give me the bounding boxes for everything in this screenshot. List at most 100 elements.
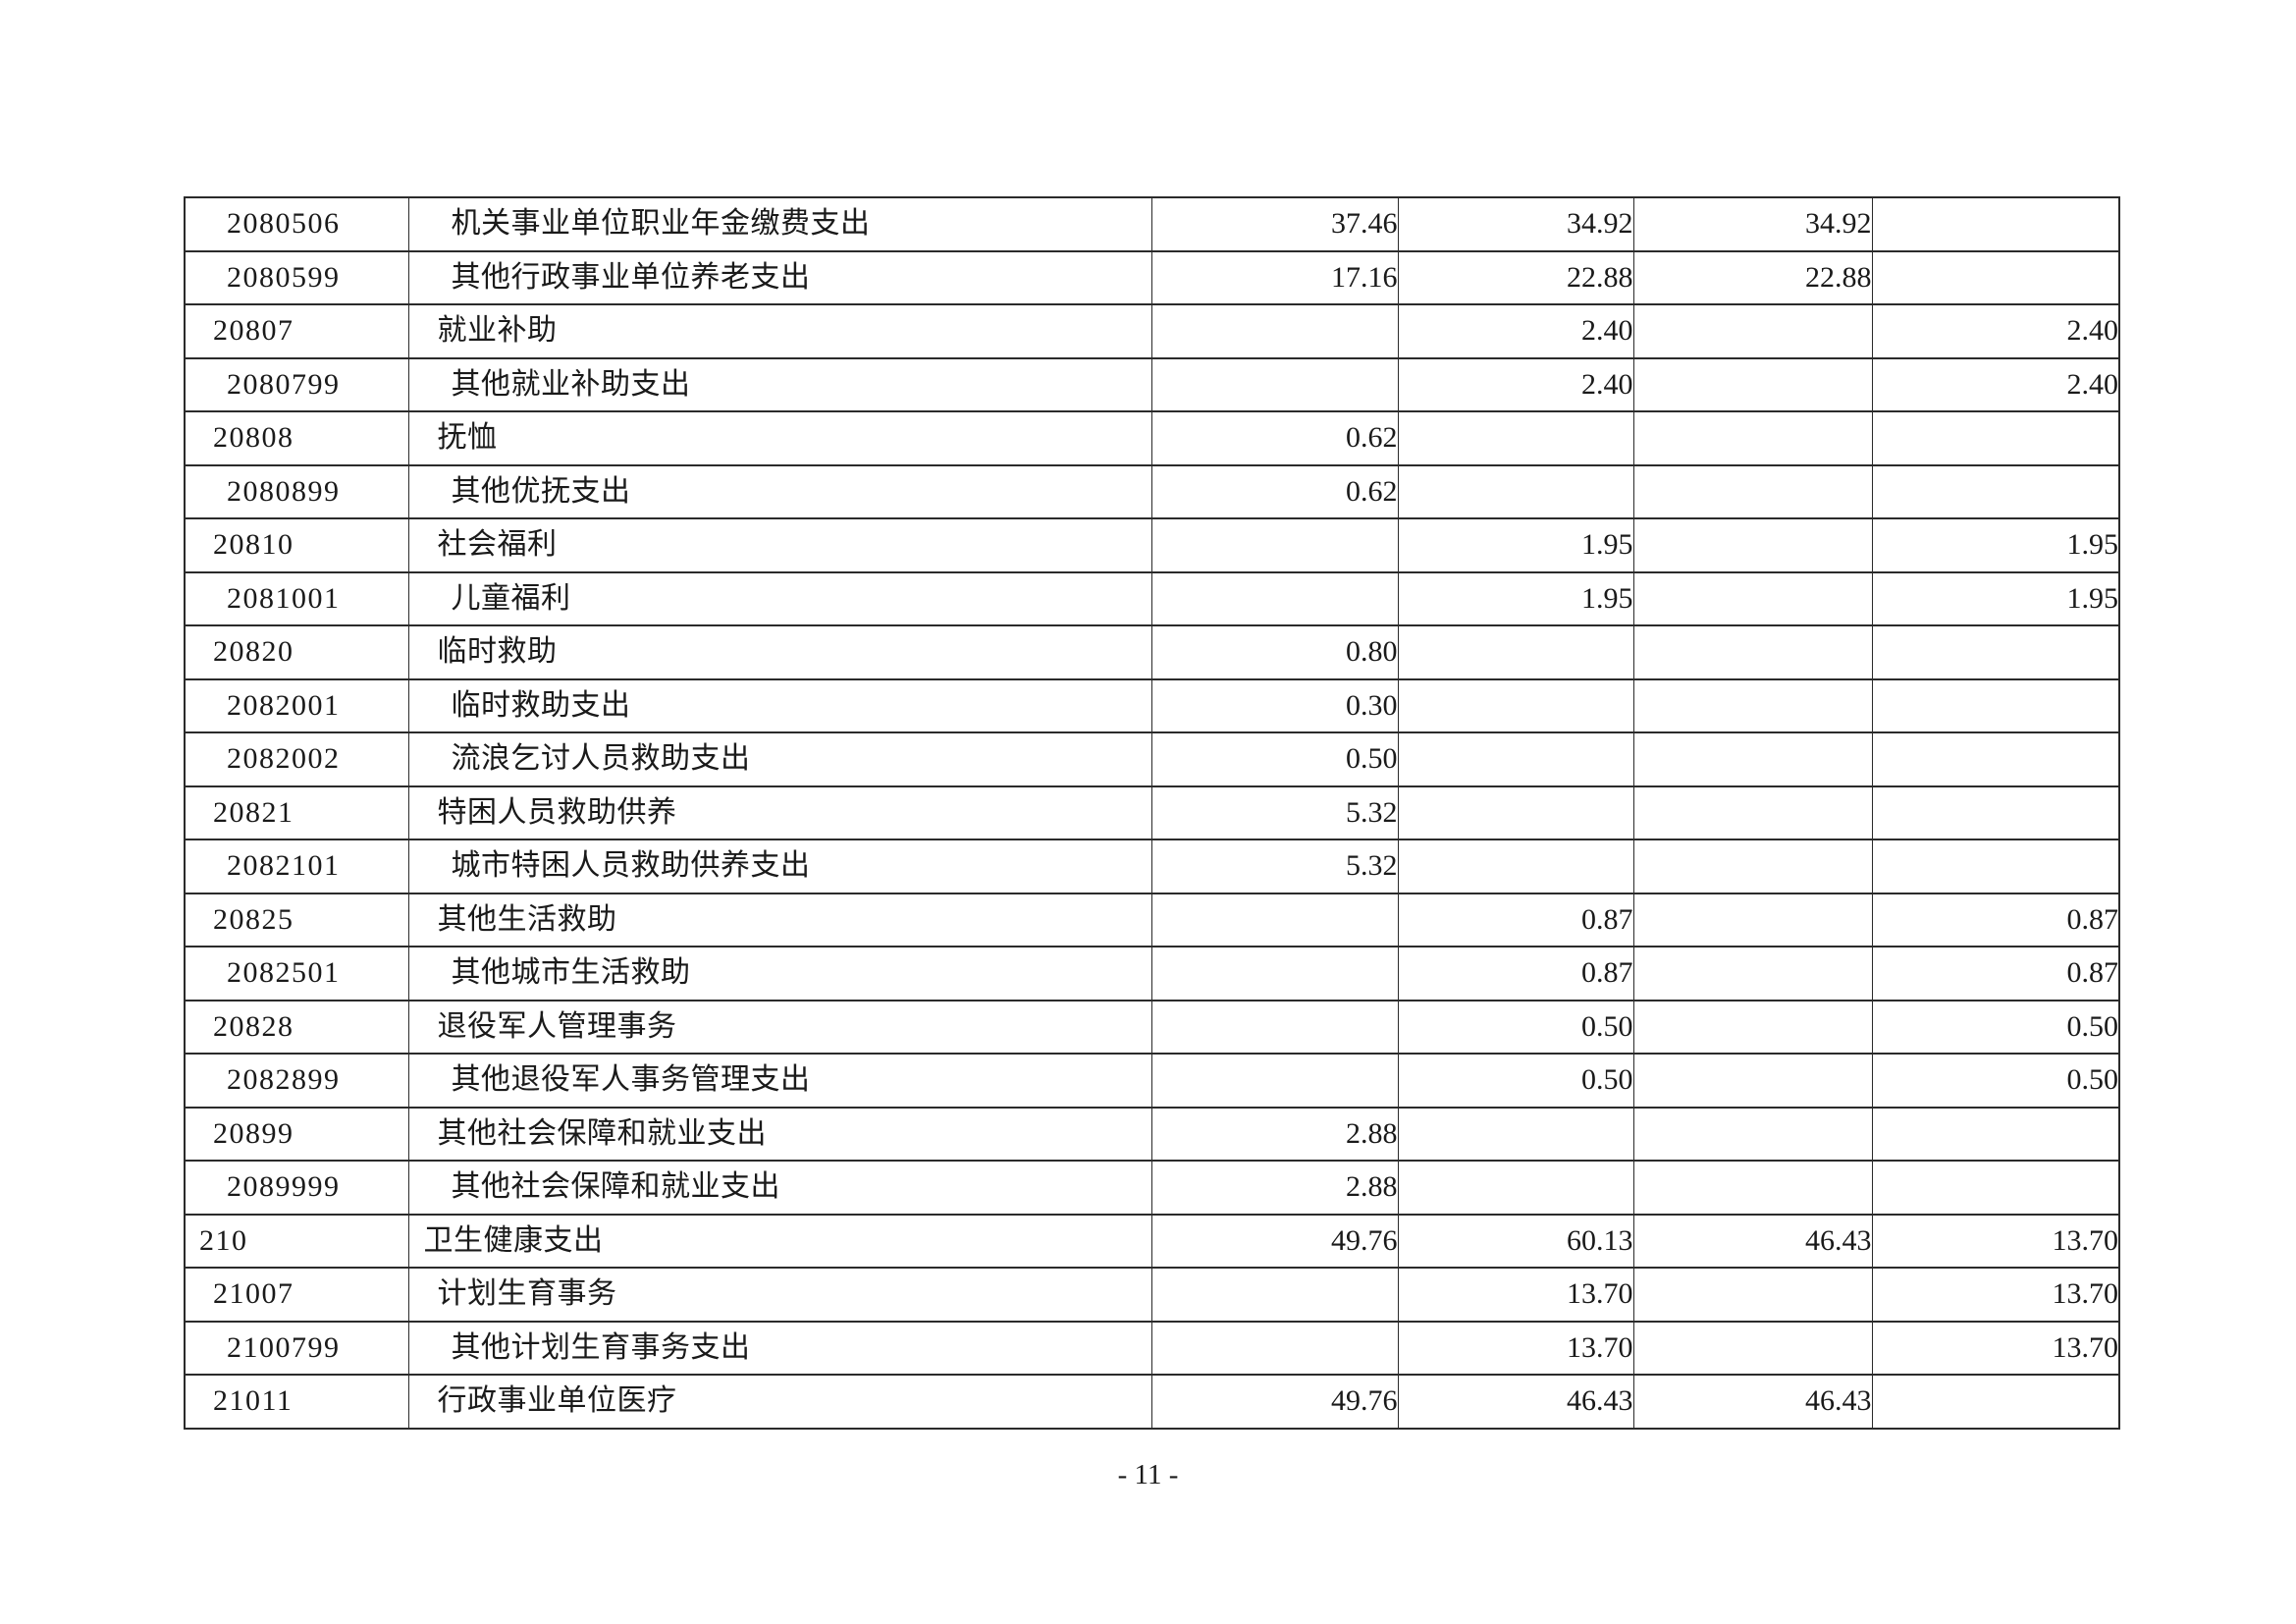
- value-cell: 1.95: [1871, 570, 2120, 626]
- table-row: 20808 抚恤 0.62: [184, 410, 2120, 466]
- value-cell: 46.43: [1397, 1374, 1634, 1430]
- code-cell: 2080799: [184, 356, 409, 412]
- value-cell: [1871, 463, 2120, 519]
- table-row: 2081001 儿童福利 1.95 1.95: [184, 570, 2120, 626]
- name-cell: 其他行政事业单位养老支出: [407, 249, 1152, 305]
- value-cell: 46.43: [1632, 1374, 1873, 1430]
- value-cell: [1632, 356, 1873, 412]
- table-row: 210 卫生健康支出 49.76 60.13 46.43 13.70: [184, 1213, 2120, 1269]
- value-cell: 13.70: [1397, 1267, 1634, 1323]
- value-cell: [1632, 839, 1873, 894]
- table-row: 20821 特困人员救助供养 5.32: [184, 785, 2120, 840]
- code-cell: 210: [184, 1213, 409, 1269]
- value-cell: [1632, 677, 1873, 733]
- value-cell: [1150, 1267, 1399, 1323]
- name-cell: 社会福利: [407, 517, 1152, 573]
- value-cell: [1150, 892, 1399, 947]
- value-cell: 46.43: [1632, 1213, 1873, 1269]
- code-cell: 20810: [184, 517, 409, 573]
- table-row: 2082001 临时救助支出 0.30: [184, 677, 2120, 733]
- value-cell: [1871, 1160, 2120, 1216]
- value-cell: 13.70: [1397, 1320, 1634, 1376]
- table-row: 2080799 其他就业补助支出 2.40 2.40: [184, 356, 2120, 412]
- name-cell: 计划生育事务: [407, 1267, 1152, 1323]
- name-cell: 儿童福利: [407, 570, 1152, 626]
- value-cell: [1871, 677, 2120, 733]
- value-cell: 22.88: [1632, 249, 1873, 305]
- code-cell: 2080599: [184, 249, 409, 305]
- table-row: 2082501 其他城市生活救助 0.87 0.87: [184, 946, 2120, 1001]
- value-cell: 0.80: [1150, 624, 1399, 680]
- value-cell: 49.76: [1150, 1374, 1399, 1430]
- table-row: 20820 临时救助 0.80: [184, 624, 2120, 680]
- budget-table: 2080506 机关事业单位职业年金缴费支出 37.46 34.92 34.92 2080…: [184, 196, 2120, 1430]
- value-cell: [1871, 196, 2120, 252]
- name-cell: 其他城市生活救助: [407, 946, 1152, 1001]
- value-cell: 0.50: [1397, 1053, 1634, 1109]
- value-cell: [1632, 517, 1873, 573]
- value-cell: [1397, 624, 1634, 680]
- value-cell: 13.70: [1871, 1213, 2120, 1269]
- value-cell: 0.50: [1871, 1053, 2120, 1109]
- value-cell: [1150, 1320, 1399, 1376]
- value-cell: [1632, 731, 1873, 787]
- table-row: 2080599 其他行政事业单位养老支出 17.16 22.88 22.88: [184, 249, 2120, 305]
- name-cell: 就业补助: [407, 303, 1152, 359]
- value-cell: 0.30: [1150, 677, 1399, 733]
- name-cell: 流浪乞讨人员救助支出: [407, 731, 1152, 787]
- code-cell: 20825: [184, 892, 409, 947]
- table-row: 2082101 城市特困人员救助供养支出 5.32: [184, 839, 2120, 894]
- value-cell: [1632, 1160, 1873, 1216]
- value-cell: [1397, 463, 1634, 519]
- code-cell: 2082001: [184, 677, 409, 733]
- value-cell: [1632, 303, 1873, 359]
- value-cell: [1150, 1053, 1399, 1109]
- name-cell: 退役军人管理事务: [407, 999, 1152, 1055]
- table-row: 20825 其他生活救助 0.87 0.87: [184, 892, 2120, 947]
- value-cell: [1397, 1160, 1634, 1216]
- page-number: - 11 -: [1117, 1459, 1179, 1490]
- value-cell: 22.88: [1397, 249, 1634, 305]
- code-cell: 2080506: [184, 196, 409, 252]
- table-row: 2082899 其他退役军人事务管理支出 0.50 0.50: [184, 1053, 2120, 1109]
- table-row: 20899 其他社会保障和就业支出 2.88: [184, 1106, 2120, 1162]
- value-cell: 34.92: [1632, 196, 1873, 252]
- code-cell: 2082501: [184, 946, 409, 1001]
- name-cell: 临时救助支出: [407, 677, 1152, 733]
- budget-table-body: 2080506 机关事业单位职业年金缴费支出 37.46 34.92 34.92 2080…: [184, 196, 2120, 1430]
- name-cell: 行政事业单位医疗: [407, 1374, 1152, 1430]
- name-cell: 卫生健康支出: [407, 1213, 1152, 1269]
- table-row: 20807 就业补助 2.40 2.40: [184, 303, 2120, 359]
- value-cell: 2.40: [1397, 356, 1634, 412]
- code-cell: 20820: [184, 624, 409, 680]
- value-cell: 5.32: [1150, 785, 1399, 840]
- value-cell: [1632, 892, 1873, 947]
- value-cell: 0.87: [1397, 946, 1634, 1001]
- value-cell: [1871, 1374, 2120, 1430]
- value-cell: [1632, 624, 1873, 680]
- table-row: 20810 社会福利 1.95 1.95: [184, 517, 2120, 573]
- value-cell: [1632, 1053, 1873, 1109]
- value-cell: 37.46: [1150, 196, 1399, 252]
- table-row: 2080899 其他优抚支出 0.62: [184, 463, 2120, 519]
- value-cell: 49.76: [1150, 1213, 1399, 1269]
- name-cell: 其他计划生育事务支出: [407, 1320, 1152, 1376]
- value-cell: 2.40: [1871, 303, 2120, 359]
- value-cell: [1150, 356, 1399, 412]
- value-cell: 2.40: [1871, 356, 2120, 412]
- name-cell: 其他就业补助支出: [407, 356, 1152, 412]
- code-cell: 20828: [184, 999, 409, 1055]
- code-cell: 2082101: [184, 839, 409, 894]
- table-row: 2100799 其他计划生育事务支出 13.70 13.70: [184, 1320, 2120, 1376]
- value-cell: 60.13: [1397, 1213, 1634, 1269]
- value-cell: [1871, 624, 2120, 680]
- name-cell: 城市特困人员救助供养支出: [407, 839, 1152, 894]
- value-cell: 0.87: [1871, 892, 2120, 947]
- code-cell: 21007: [184, 1267, 409, 1323]
- value-cell: 0.62: [1150, 463, 1399, 519]
- code-cell: 2089999: [184, 1160, 409, 1216]
- name-cell: 其他社会保障和就业支出: [407, 1160, 1152, 1216]
- code-cell: 20899: [184, 1106, 409, 1162]
- code-cell: 20808: [184, 410, 409, 466]
